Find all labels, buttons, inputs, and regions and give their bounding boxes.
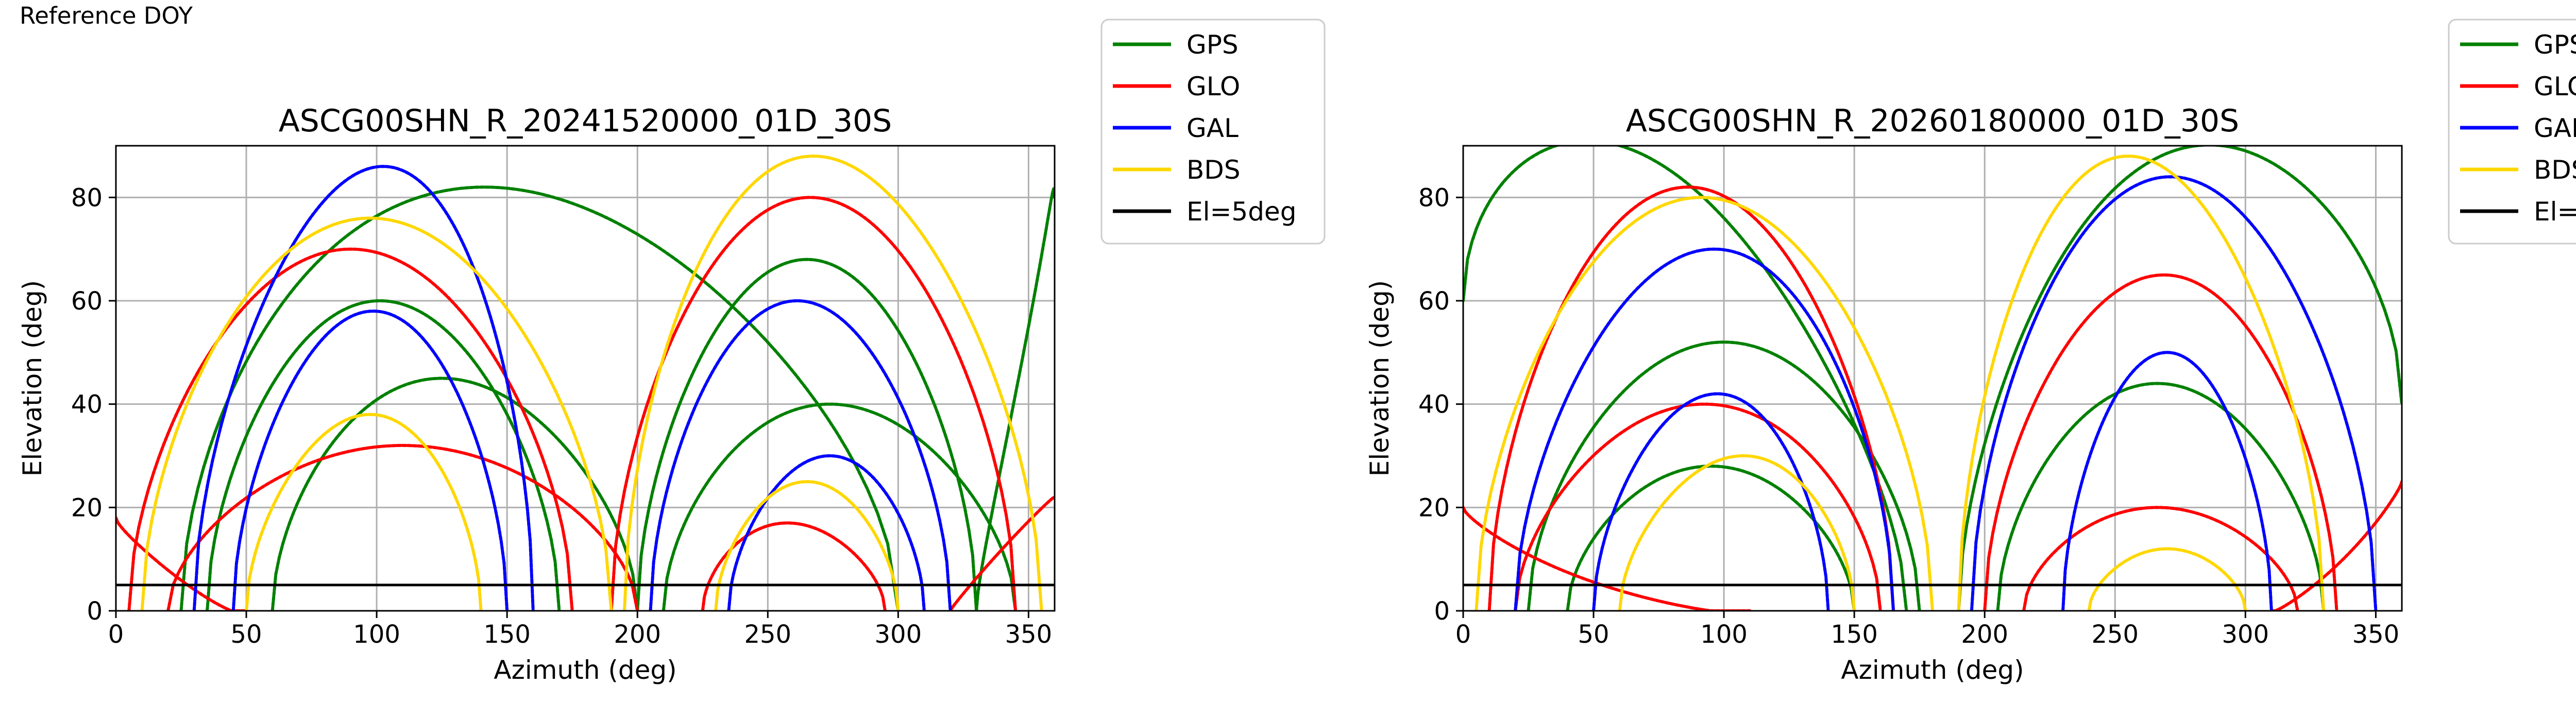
satellite-track-glo-11 [2269,480,2402,611]
y-tick-label: 20 [71,493,103,522]
satellite-track-bds-19 [622,155,1043,611]
plot-area [1463,146,2402,611]
satellite-track-glo-8 [1983,273,2338,611]
x-tick-label: 350 [2352,620,2400,649]
satellite-track-gal-15 [649,299,952,611]
satellite-track-bds-20 [714,480,900,611]
legend-label-gal: GAL [2534,113,2576,143]
satellite-track-glo-7 [1514,402,1882,611]
satellite-track-bds-16 [1475,196,1934,611]
chart-title: ASCG00SHN_R_20260180000_01D_30S [1626,103,2240,139]
legend-label-bds: BDS [1187,155,1241,185]
satellite-track-gal-12 [1514,247,1895,611]
satellite-track-gal-16 [727,454,926,611]
satellite-track-gps-6 [975,186,1055,611]
satellite-track-glo-7 [127,247,574,611]
y-tick-label: 80 [71,183,103,212]
chart-panel-1: 0 50 100 150 200 250 300 350 0 20 40 60 80 Azimuth (d… [18,19,1326,685]
chart-title: ASCG00SHN_R_20241520000_01D_30S [279,103,892,139]
y-tick-label: 0 [87,597,103,626]
satellite-track-bds-17 [1618,454,1856,611]
y-tick-label: 40 [1418,390,1450,419]
x-tick-label: 100 [1700,620,1748,649]
y-tick-label: 40 [71,390,103,419]
satellite-track-gal-14 [1970,175,2378,611]
satellite-track-gps-4 [1996,382,2326,611]
x-tick-label: 50 [231,620,262,649]
satellite-track-bds-18 [245,413,483,611]
x-tick-label: 300 [2222,620,2269,649]
satellite-track-gal-15 [2061,351,2273,611]
reference-doy-label: Reference DOY [20,2,193,29]
legend-label-gps: GPS [2534,30,2576,60]
satellite-track-gal-13 [192,165,535,611]
x-tick-label: 250 [2091,620,2139,649]
legend-label-el-5deg: El=5deg [2534,197,2576,227]
x-tick-label: 200 [614,620,661,649]
satellite-track-gps-1 [179,185,900,611]
satellite-track-gps-2 [1527,340,1921,611]
y-axis-label: Elevation (deg) [18,280,47,476]
x-tick-label: 250 [744,620,791,649]
satellite-track-gps-3 [1957,146,2402,611]
satellite-track-gps-5 [662,402,1018,611]
y-tick-label: 20 [1418,493,1450,522]
x-tick-label: 150 [483,620,531,649]
plot-area [116,155,1055,611]
x-axis-label: Azimuth (deg) [1841,655,2024,685]
y-tick-label: 60 [1418,287,1450,316]
x-tick-label: 50 [1578,620,1609,649]
satellite-track-gal-14 [231,310,509,611]
satellite-track-bds-17 [140,216,613,611]
legend-box [2448,19,2576,245]
legend-label-bds: BDS [2534,155,2576,185]
y-tick-label: 0 [1434,597,1450,626]
satellite-track-glo-12 [948,495,1055,611]
legend-label-gps: GPS [1187,30,1239,60]
satellite-track-gps-2 [206,299,561,611]
x-tick-label: 150 [1831,620,1878,649]
legend: GPS GLO GAL BDS El=5deg [1100,19,1326,245]
satellite-track-gps-4 [636,258,978,611]
plot-frame [1462,145,2403,612]
satellite-track-gps-1 [1463,146,1908,611]
x-tick-label: 350 [1005,620,1053,649]
satellite-track-gps-5 [1566,465,1856,611]
legend-label-glo: GLO [2534,72,2576,101]
y-axis-label: Elevation (deg) [1365,280,1395,476]
satellite-track-gal-13 [1592,392,1830,611]
y-tick-label: 80 [1418,183,1450,212]
x-axis-label: Azimuth (deg) [494,655,676,685]
legend-label-gal: GAL [1187,113,1239,143]
legend-box [1100,19,1326,245]
legend-label-glo: GLO [1187,72,1240,101]
x-tick-label: 0 [1455,620,1471,649]
x-tick-label: 200 [1961,620,2008,649]
y-tick-label: 60 [71,287,103,316]
satellite-track-bds-19 [2087,547,2247,611]
legend: GPS GLO GAL BDS El=5deg [2448,19,2576,245]
satellite-track-glo-10 [1463,506,1752,611]
satellite-track-gps-3 [270,376,639,611]
x-tick-label: 300 [875,620,922,649]
satellite-track-glo-8 [166,443,639,611]
satellite-track-glo-9 [2022,506,2299,611]
legend-label-el-5deg: El=5deg [1187,197,1296,227]
satellite-track-glo-9 [609,196,1018,611]
plot-frame [115,145,1056,612]
satellite-track-bds-18 [1957,155,2326,611]
x-tick-label: 0 [108,620,124,649]
x-tick-label: 100 [353,620,400,649]
chart-panel-2: 0 50 100 150 200 250 300 350 0 20 40 60 80 Azimuth (d… [1365,19,2576,685]
